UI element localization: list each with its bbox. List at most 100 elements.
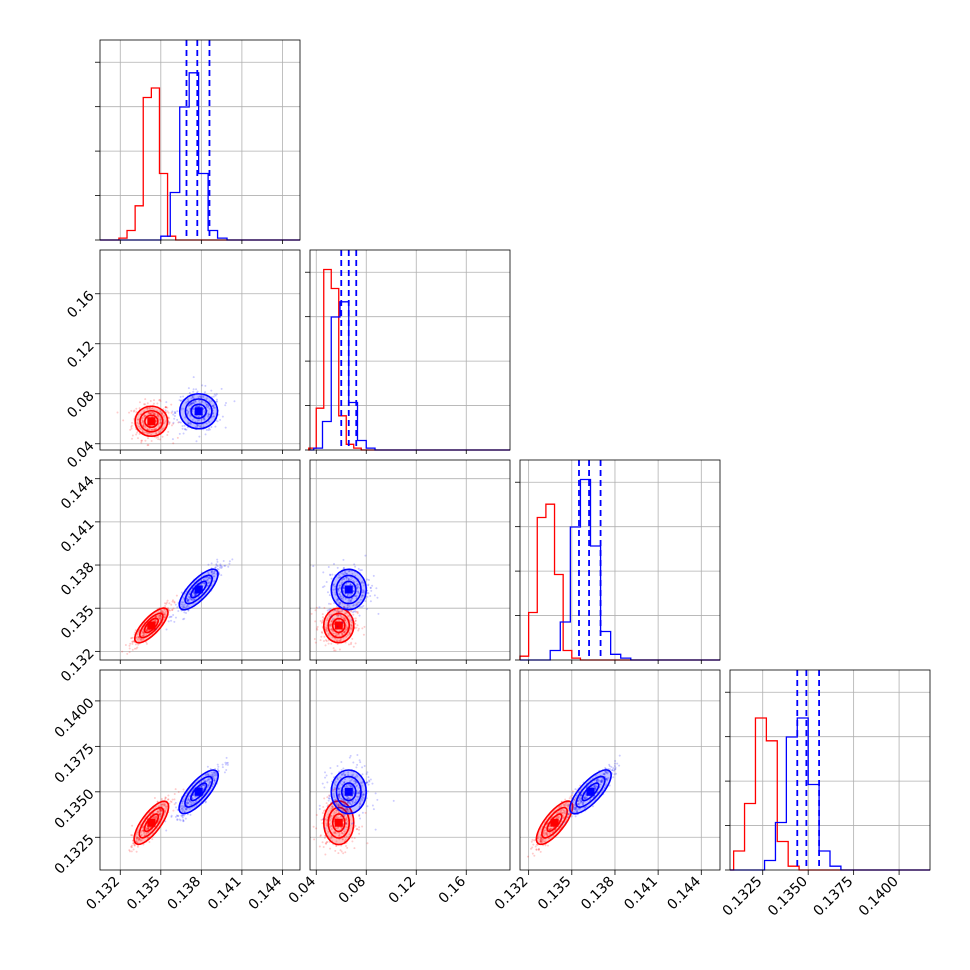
scatter-point (182, 788, 185, 791)
scatter-point (187, 609, 190, 612)
scatter-point (327, 797, 330, 800)
scatter-point (164, 614, 167, 617)
scatter-point (369, 594, 372, 597)
scatter-point (205, 428, 208, 431)
scatter-point (145, 628, 148, 631)
scatter-point (212, 415, 215, 418)
scatter-point (160, 615, 163, 618)
scatter-point (213, 415, 216, 418)
scatter-point (130, 425, 133, 428)
scatter-point (173, 798, 176, 801)
y-tick-label: 0.132 (58, 646, 98, 686)
scatter-point (180, 407, 183, 410)
scatter-point (163, 414, 166, 417)
x-tick-label: 0.135 (535, 874, 575, 914)
scatter-point (144, 431, 147, 434)
y-tick-label: 0.1325 (52, 832, 98, 878)
scatter-point (392, 799, 395, 802)
scatter-point (165, 401, 168, 404)
scatter-point (182, 395, 185, 398)
scatter-point (141, 631, 144, 634)
scatter-point (199, 395, 202, 398)
scatter-point (225, 756, 228, 759)
scatter-point (165, 602, 168, 605)
scatter-point (323, 635, 326, 638)
scatter-point (204, 576, 207, 579)
scatter-point (212, 404, 215, 407)
scatter-point (356, 754, 359, 757)
scatter-point (140, 439, 143, 442)
scatter-point (361, 773, 364, 776)
scatter-point (164, 820, 167, 823)
scatter-point (185, 612, 188, 615)
scatter-point (217, 765, 220, 768)
scatter-point (314, 641, 317, 644)
scatter-point (173, 601, 176, 604)
scatter-point (336, 625, 339, 628)
scatter-point (327, 642, 330, 645)
scatter-point (347, 643, 350, 646)
scatter-point (200, 418, 203, 421)
scatter-point (188, 592, 191, 595)
scatter-point (128, 850, 131, 853)
scatter-point (132, 639, 135, 642)
scatter-point (189, 402, 192, 405)
scatter-point (328, 594, 331, 597)
scatter-point (161, 611, 164, 614)
scatter-point (200, 414, 203, 417)
scatter-point (155, 432, 158, 435)
scatter-point (122, 419, 125, 422)
scatter-point (155, 432, 158, 435)
scatter-point (202, 418, 205, 421)
scatter-point (168, 602, 171, 605)
scatter-point (323, 836, 326, 839)
scatter-point (153, 428, 156, 431)
scatter-point (160, 609, 163, 612)
scatter-point (375, 587, 378, 590)
scatter-point (173, 412, 176, 415)
scatter-point (202, 396, 205, 399)
scatter-point (155, 436, 158, 439)
scatter-point (203, 411, 206, 414)
scatter-point (166, 798, 169, 801)
scatter-point (191, 410, 194, 413)
scatter-point (186, 597, 189, 600)
scatter-point (177, 609, 180, 612)
scatter-point (191, 418, 194, 421)
scatter-point (365, 608, 368, 611)
scatter-point (180, 601, 183, 604)
scatter-point (192, 388, 195, 391)
scatter-point (159, 410, 162, 413)
scatter-point (186, 598, 189, 601)
scatter-point (156, 414, 159, 417)
scatter-point (202, 578, 205, 581)
scatter-point (319, 639, 322, 642)
scatter-point (328, 624, 331, 627)
scatter-point (547, 844, 550, 847)
scatter-point (202, 425, 205, 428)
scatter-point (158, 615, 161, 618)
scatter-point (336, 566, 339, 569)
scatter-point (325, 802, 328, 805)
scatter-point (313, 838, 316, 841)
scatter-point (170, 424, 173, 427)
scatter-point (327, 632, 330, 635)
y-tick-label: 0.144 (58, 473, 98, 513)
scatter-point (187, 412, 190, 415)
scatter-point (214, 425, 217, 428)
scatter-point (373, 594, 376, 597)
scatter-point (153, 412, 156, 415)
scatter-point (133, 647, 136, 650)
scatter-point (318, 808, 321, 811)
scatter-point (144, 403, 147, 406)
scatter-point (571, 792, 574, 795)
scatter-point (146, 629, 149, 632)
scatter-point (169, 615, 172, 618)
scatter-point (168, 421, 171, 424)
y-tick-label: 0.1400 (52, 695, 98, 741)
y-tick-label: 0.138 (58, 559, 98, 599)
scatter-point (190, 397, 193, 400)
scatter-point (225, 769, 228, 772)
scatter-point (186, 421, 189, 424)
scatter-point (612, 767, 615, 770)
